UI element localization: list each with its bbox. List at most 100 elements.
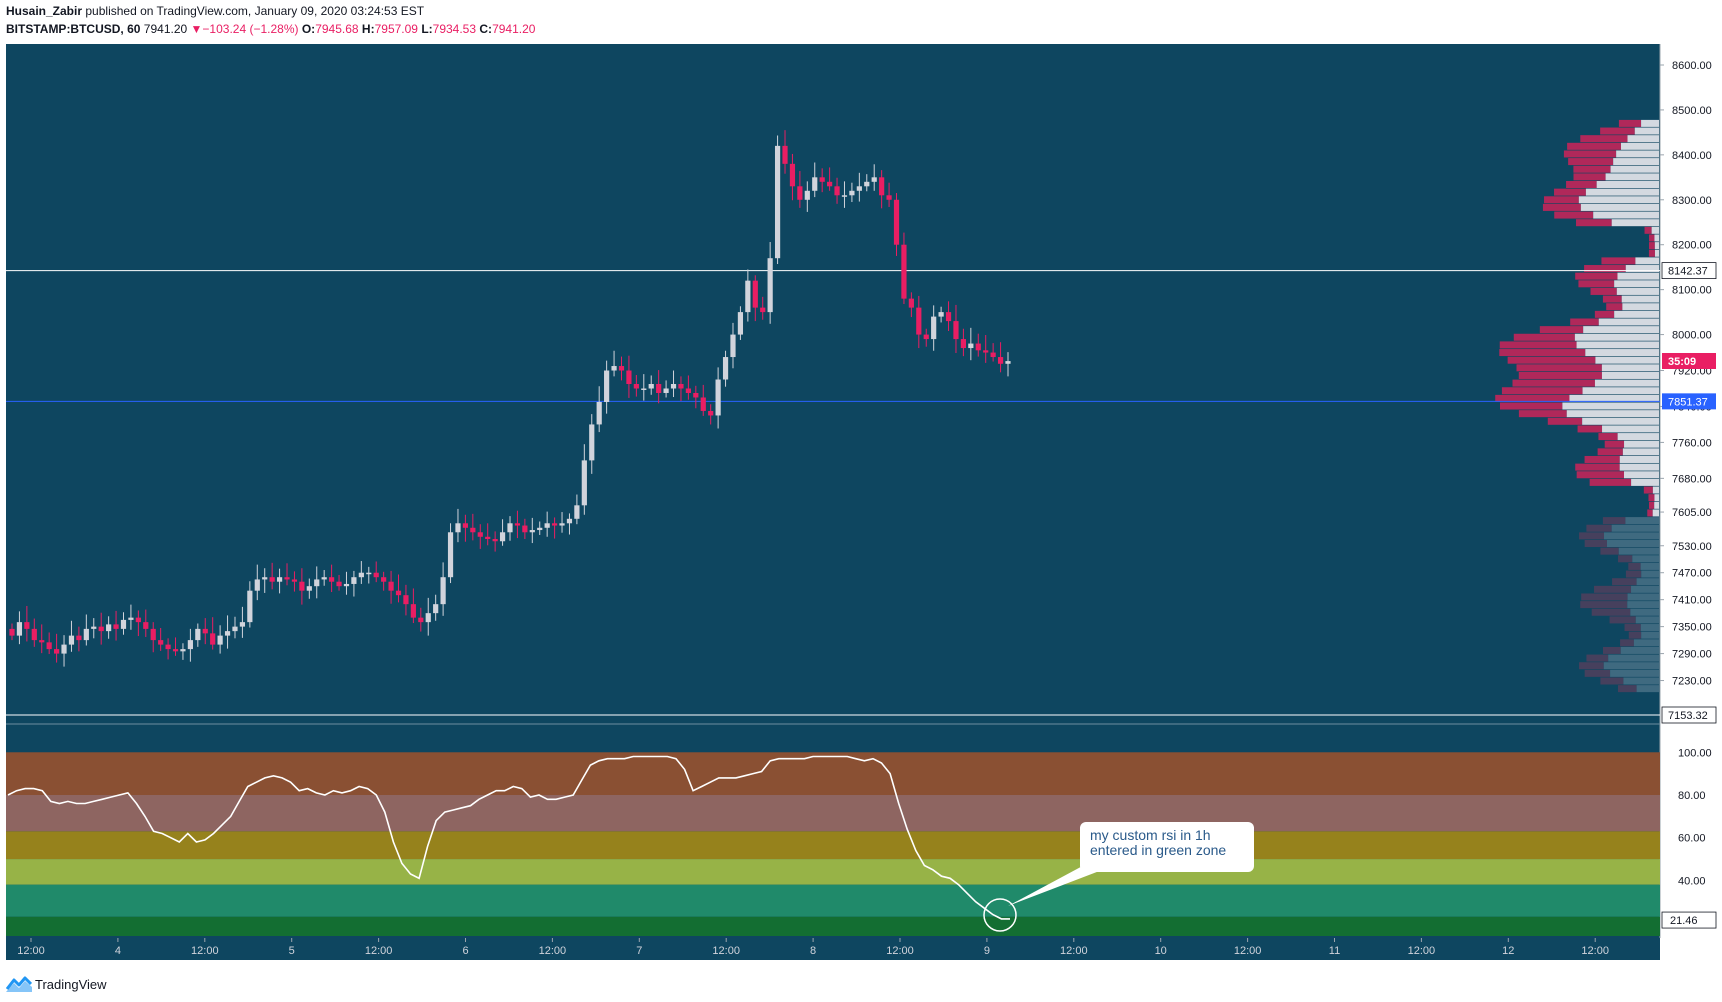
candle-body — [358, 572, 364, 578]
volume-profile-bar-up — [1622, 448, 1659, 456]
volume-profile-bar-up — [1562, 402, 1659, 410]
candle-body — [395, 590, 402, 596]
price-tick-label: 7530.00 — [1672, 541, 1712, 553]
candle-body — [224, 631, 231, 636]
price-tick-label: 7760.00 — [1672, 437, 1712, 449]
time-ticks: 12:00 4 12:00 5 12:00 6 12:00 7 12:00 8 12:00 9 12:0… — [17, 938, 1609, 957]
candle-body — [299, 581, 305, 591]
volume-profile-bar-down — [1512, 379, 1595, 387]
volume-profile-bar-down — [1649, 501, 1655, 509]
rsi-highlight-circle — [983, 898, 1017, 932]
volume-profile-bar-down — [1586, 654, 1609, 662]
volume-profile-bar-down — [1573, 173, 1606, 181]
volume-profile-bar-down — [1602, 295, 1622, 303]
volume-profile-bar-down — [1612, 578, 1637, 586]
candle-body — [581, 460, 587, 506]
rsi-tick-label: 100.00 — [1678, 747, 1712, 759]
candle-body — [522, 525, 528, 533]
volume-profile-bar-down — [1603, 646, 1621, 654]
candle-body — [745, 280, 751, 313]
tradingview-logo-icon — [6, 976, 32, 992]
volume-profile-bar-down — [1495, 394, 1570, 402]
price-tick-label: 7470.00 — [1672, 568, 1712, 580]
volume-profile-bar-down — [1566, 181, 1597, 189]
price-marker-label: 7153.32 — [1668, 710, 1708, 722]
low-label: L: — [421, 22, 433, 36]
candle-body — [611, 366, 617, 371]
candle-body — [113, 624, 119, 629]
candle-body — [381, 577, 387, 582]
candle-body — [700, 397, 706, 411]
candle-body — [722, 357, 729, 380]
candle-body — [997, 357, 1004, 364]
volume-profile-bar-down — [1648, 249, 1655, 257]
volume-profile-bar-up — [1574, 333, 1659, 341]
candle-body — [128, 617, 134, 620]
candle-body — [403, 595, 409, 605]
volume-profile-bar-down — [1606, 303, 1623, 311]
annotation-callout[interactable]: my custom rsi in 1h entered in green zon… — [1080, 822, 1254, 872]
tradingview-footer[interactable]: TradingView — [6, 976, 107, 992]
candle-body — [589, 424, 595, 461]
candle-body — [284, 577, 290, 580]
time-tick-label: 12:00 — [191, 945, 219, 957]
volume-profile-bar-up — [1654, 242, 1659, 250]
candle-body — [656, 384, 662, 393]
footer-brand: TradingView — [35, 976, 107, 992]
candle-body — [39, 640, 45, 643]
candle-body — [455, 523, 461, 533]
volume-profile-bar-down — [1590, 287, 1617, 295]
time-tick-label: 6 — [462, 945, 468, 957]
candle-body — [566, 518, 573, 524]
volume-profile-bar-down — [1575, 463, 1620, 471]
volume-profile-bar-up — [1627, 593, 1659, 601]
candle-body — [440, 577, 446, 605]
volume-profile-bar-up — [1625, 517, 1659, 525]
volume-profile-bar-up — [1652, 486, 1659, 494]
volume-profile-bar-down — [1594, 310, 1615, 318]
volume-profile-bar-down — [1507, 356, 1596, 364]
volume-profile-bar-down — [1584, 265, 1626, 273]
volume-profile-bar-up — [1605, 173, 1659, 181]
high-label: H: — [361, 22, 375, 36]
candle-body — [945, 312, 952, 322]
candle-body — [143, 622, 149, 629]
price-tick-label: 7290.00 — [1672, 649, 1712, 661]
volume-profile-bar-up — [1622, 303, 1659, 311]
volume-profile-bar-down — [1643, 486, 1653, 494]
candle-body — [871, 177, 877, 182]
rsi-line — [7, 755, 1010, 920]
volume-profile-bar-up — [1627, 601, 1659, 609]
rsi-zone — [6, 752, 1660, 795]
price-tick-label: 8600.00 — [1672, 60, 1712, 72]
candle-body — [269, 577, 275, 582]
time-tick-label: 12:00 — [1234, 945, 1262, 957]
volume-profile-bar-down — [1575, 272, 1618, 280]
volume-profile-bar-down — [1516, 364, 1602, 372]
candle-body — [106, 624, 112, 632]
time-tick-label: 5 — [289, 945, 295, 957]
candle-body — [195, 628, 201, 641]
price-tick-label: 8400.00 — [1672, 150, 1712, 162]
volume-profile-bar-down — [1598, 433, 1618, 441]
rsi-current-label: 21.46 — [1670, 915, 1698, 927]
candle-body — [633, 384, 639, 389]
candle-body — [306, 586, 312, 591]
time-axis — [6, 938, 1660, 960]
rsi-tick-label: 60.00 — [1678, 833, 1706, 845]
volume-profile-bar-up — [1585, 188, 1659, 196]
candle-body — [425, 613, 431, 623]
price-tick-label: 8000.00 — [1672, 330, 1712, 342]
rsi-zone — [6, 795, 1660, 832]
symbol-name[interactable]: BITSTAMP:BTCUSD, 60 — [6, 22, 141, 36]
close-value: 7941.20 — [492, 22, 536, 36]
author-name[interactable]: Husain_Zabir — [6, 4, 83, 18]
volume-profile-bar-up — [1654, 501, 1659, 509]
candle-body — [239, 622, 246, 627]
candle-body — [901, 244, 907, 299]
rsi-zones — [6, 752, 1660, 936]
candle-body — [990, 352, 996, 358]
candles — [9, 130, 1011, 667]
time-tick-label: 12:00 — [17, 945, 45, 957]
